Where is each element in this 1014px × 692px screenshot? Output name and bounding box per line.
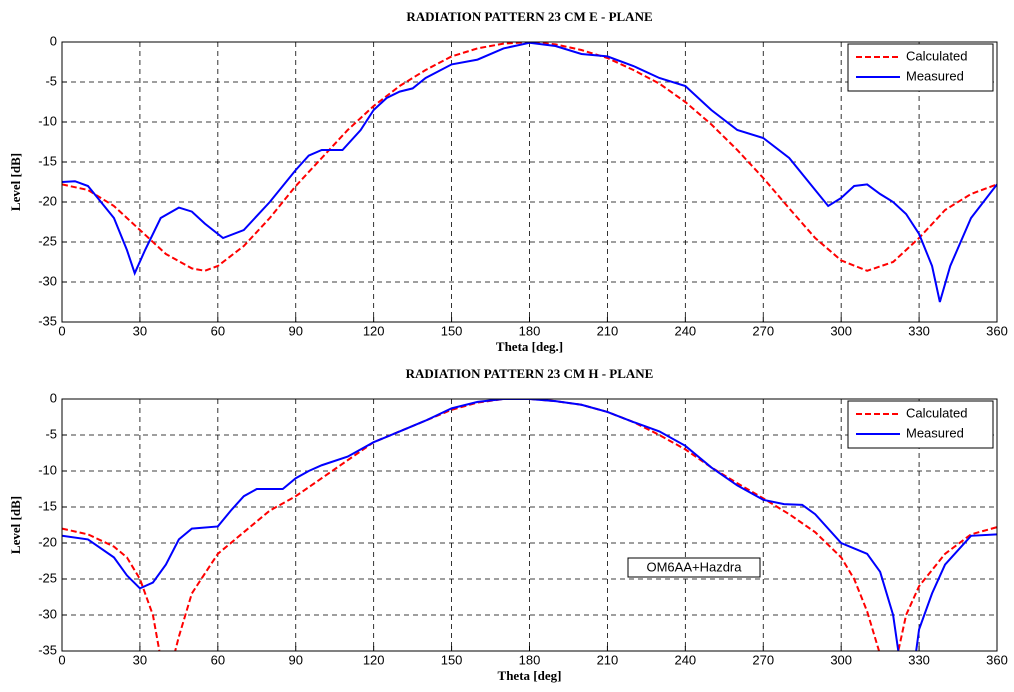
x-tick-label: 180	[519, 323, 541, 338]
y-tick-label: -15	[38, 153, 57, 168]
y-tick-label: -10	[38, 462, 57, 477]
x-tick-label: 30	[133, 652, 147, 667]
y-tick-label: -30	[38, 606, 57, 621]
x-tick-label: 240	[674, 323, 696, 338]
subplot: 0 30 60 90 120 150 180 210 240 270 300 330 360 0 -5 -10…	[8, 9, 1008, 354]
y-tick-label: -25	[38, 570, 57, 585]
x-tick-label: 150	[441, 323, 463, 338]
x-tick-label: 210	[597, 323, 619, 338]
x-tick-label: 330	[908, 323, 930, 338]
annotation: OM6AA+Hazdra	[646, 559, 742, 574]
legend-box	[847, 43, 994, 92]
x-tick-label: 0	[58, 652, 65, 667]
legend-label: Calculated	[906, 405, 967, 420]
x-axis-label: Theta [deg]	[498, 668, 562, 683]
x-tick-label: 330	[908, 652, 930, 667]
legend-label: Measured	[906, 68, 964, 83]
legend-label: Calculated	[906, 48, 967, 63]
y-tick-label: 0	[50, 390, 57, 405]
legend-label: Measured	[906, 425, 964, 440]
x-tick-label: 60	[211, 323, 225, 338]
y-axis-label: Level [dB]	[8, 153, 23, 211]
series-line	[62, 399, 997, 651]
x-tick-label: 360	[986, 323, 1008, 338]
y-axis-label: Level [dB]	[8, 496, 23, 554]
chart-title: RADIATION PATTERN 23 CM H - PLANE	[406, 366, 654, 381]
x-tick-label: 210	[597, 652, 619, 667]
x-tick-label: 270	[752, 652, 774, 667]
series-line	[62, 42, 997, 303]
x-tick-label: 30	[133, 323, 147, 338]
axes-frame	[61, 398, 998, 652]
x-tick-label: 300	[830, 323, 852, 338]
y-tick-label: 0	[50, 33, 57, 48]
x-tick-label: 270	[752, 323, 774, 338]
y-tick-label: -15	[38, 498, 57, 513]
subplot: 0 30 60 90 120 150 180 210 240 270 300 330 360 0 -5 -10…	[8, 366, 1008, 683]
x-tick-label: 300	[830, 652, 852, 667]
x-tick-label: 0	[58, 323, 65, 338]
annotation-box	[627, 557, 761, 578]
x-tick-label: 120	[363, 652, 385, 667]
axes-frame	[61, 41, 998, 323]
x-axis-label: Theta [deg.]	[496, 339, 563, 354]
x-tick-label: 90	[289, 652, 303, 667]
y-tick-label: -30	[38, 273, 57, 288]
y-tick-label: -35	[38, 313, 57, 328]
series-line	[62, 42, 997, 272]
y-tick-label: -25	[38, 233, 57, 248]
y-tick-label: -20	[38, 534, 57, 549]
x-tick-label: 150	[441, 652, 463, 667]
y-tick-label: -10	[38, 113, 57, 128]
y-tick-label: -5	[45, 426, 57, 441]
y-tick-label: -35	[38, 642, 57, 657]
x-tick-label: 90	[289, 323, 303, 338]
x-tick-label: 360	[986, 652, 1008, 667]
y-tick-label: -20	[38, 193, 57, 208]
x-tick-label: 60	[211, 652, 225, 667]
x-tick-label: 180	[519, 652, 541, 667]
x-tick-label: 240	[674, 652, 696, 667]
chart-title: RADIATION PATTERN 23 CM E - PLANE	[406, 9, 652, 24]
y-tick-label: -5	[45, 73, 57, 88]
legend-box	[847, 400, 994, 449]
x-tick-label: 120	[363, 323, 385, 338]
